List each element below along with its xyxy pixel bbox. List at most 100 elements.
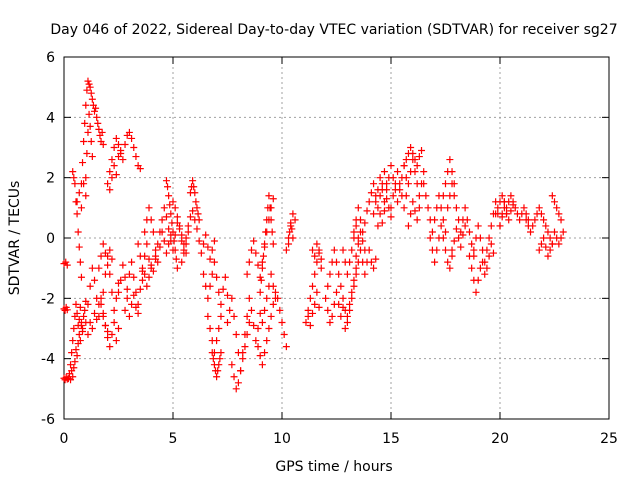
data-point xyxy=(256,288,264,296)
data-point xyxy=(335,270,343,278)
data-point xyxy=(71,180,79,188)
data-point xyxy=(197,249,205,257)
data-point xyxy=(350,282,358,290)
data-point xyxy=(162,177,170,185)
data-point xyxy=(85,110,93,118)
data-point xyxy=(389,174,397,182)
data-point xyxy=(452,204,460,212)
data-point xyxy=(343,270,351,278)
data-point xyxy=(503,210,511,218)
data-point xyxy=(228,294,236,302)
data-point xyxy=(361,270,369,278)
data-point xyxy=(407,144,415,151)
data-point xyxy=(85,80,93,88)
data-point xyxy=(180,246,188,254)
data-point xyxy=(63,375,71,383)
data-point xyxy=(106,343,114,351)
data-point xyxy=(407,210,415,218)
data-point xyxy=(317,264,325,272)
data-point xyxy=(256,273,264,281)
data-point xyxy=(330,246,338,254)
data-point xyxy=(540,234,548,242)
data-point xyxy=(132,153,140,161)
data-point xyxy=(324,282,332,290)
data-point xyxy=(86,282,94,290)
data-point xyxy=(348,288,356,296)
data-point xyxy=(186,213,194,221)
data-point xyxy=(75,243,83,251)
data-point xyxy=(489,249,497,257)
data-point xyxy=(128,258,136,266)
data-point xyxy=(265,192,273,200)
data-point xyxy=(162,213,170,221)
data-point xyxy=(108,156,116,164)
data-point xyxy=(97,252,105,260)
data-point xyxy=(173,213,181,221)
data-point xyxy=(522,210,530,218)
data-point xyxy=(108,174,116,182)
data-point xyxy=(500,204,508,212)
data-point xyxy=(380,168,388,176)
data-point xyxy=(76,303,84,311)
data-point xyxy=(428,228,436,236)
data-point xyxy=(206,325,214,332)
data-point xyxy=(237,367,245,375)
data-point xyxy=(509,201,517,209)
data-point xyxy=(82,101,90,109)
data-point xyxy=(72,300,80,308)
data-point xyxy=(402,174,410,182)
data-point xyxy=(160,237,168,245)
data-point xyxy=(352,264,360,272)
data-point xyxy=(145,273,153,281)
data-point xyxy=(448,168,456,176)
data-point xyxy=(285,240,293,248)
data-point xyxy=(68,349,76,357)
data-point xyxy=(134,240,142,248)
grid xyxy=(64,57,609,419)
data-point xyxy=(112,134,120,142)
data-point xyxy=(141,270,149,278)
data-point xyxy=(206,255,214,263)
data-point xyxy=(380,207,388,215)
data-point xyxy=(69,373,77,381)
data-point xyxy=(69,168,77,176)
data-point xyxy=(74,228,82,236)
data-point xyxy=(367,189,375,197)
data-point xyxy=(195,216,203,224)
data-point xyxy=(110,318,118,326)
data-point xyxy=(239,349,247,357)
data-point xyxy=(91,107,99,115)
data-point xyxy=(195,237,203,245)
data-point xyxy=(94,119,102,127)
data-point xyxy=(108,288,116,296)
data-point xyxy=(81,306,89,314)
data-point xyxy=(158,216,166,224)
data-point xyxy=(217,349,225,357)
data-point xyxy=(115,153,122,161)
data-point xyxy=(243,331,251,339)
data-point xyxy=(444,204,452,212)
data-point xyxy=(520,204,528,212)
data-point xyxy=(356,228,364,236)
data-point xyxy=(461,222,469,230)
data-point xyxy=(505,216,513,224)
data-point xyxy=(77,273,85,281)
y-tick-label: -6 xyxy=(41,412,55,428)
data-point xyxy=(306,294,314,302)
data-point xyxy=(243,312,251,320)
data-point xyxy=(370,210,378,218)
data-point xyxy=(542,222,550,230)
data-point xyxy=(452,225,460,233)
x-tick-label: 15 xyxy=(382,431,400,447)
x-tick-label: 25 xyxy=(600,431,618,447)
data-point xyxy=(119,261,127,269)
data-point xyxy=(256,352,264,360)
data-point xyxy=(457,243,465,251)
data-point xyxy=(363,207,371,215)
data-point xyxy=(184,228,192,236)
data-point xyxy=(266,204,274,212)
data-point xyxy=(282,246,290,254)
data-point xyxy=(409,150,417,158)
data-point xyxy=(136,252,144,260)
